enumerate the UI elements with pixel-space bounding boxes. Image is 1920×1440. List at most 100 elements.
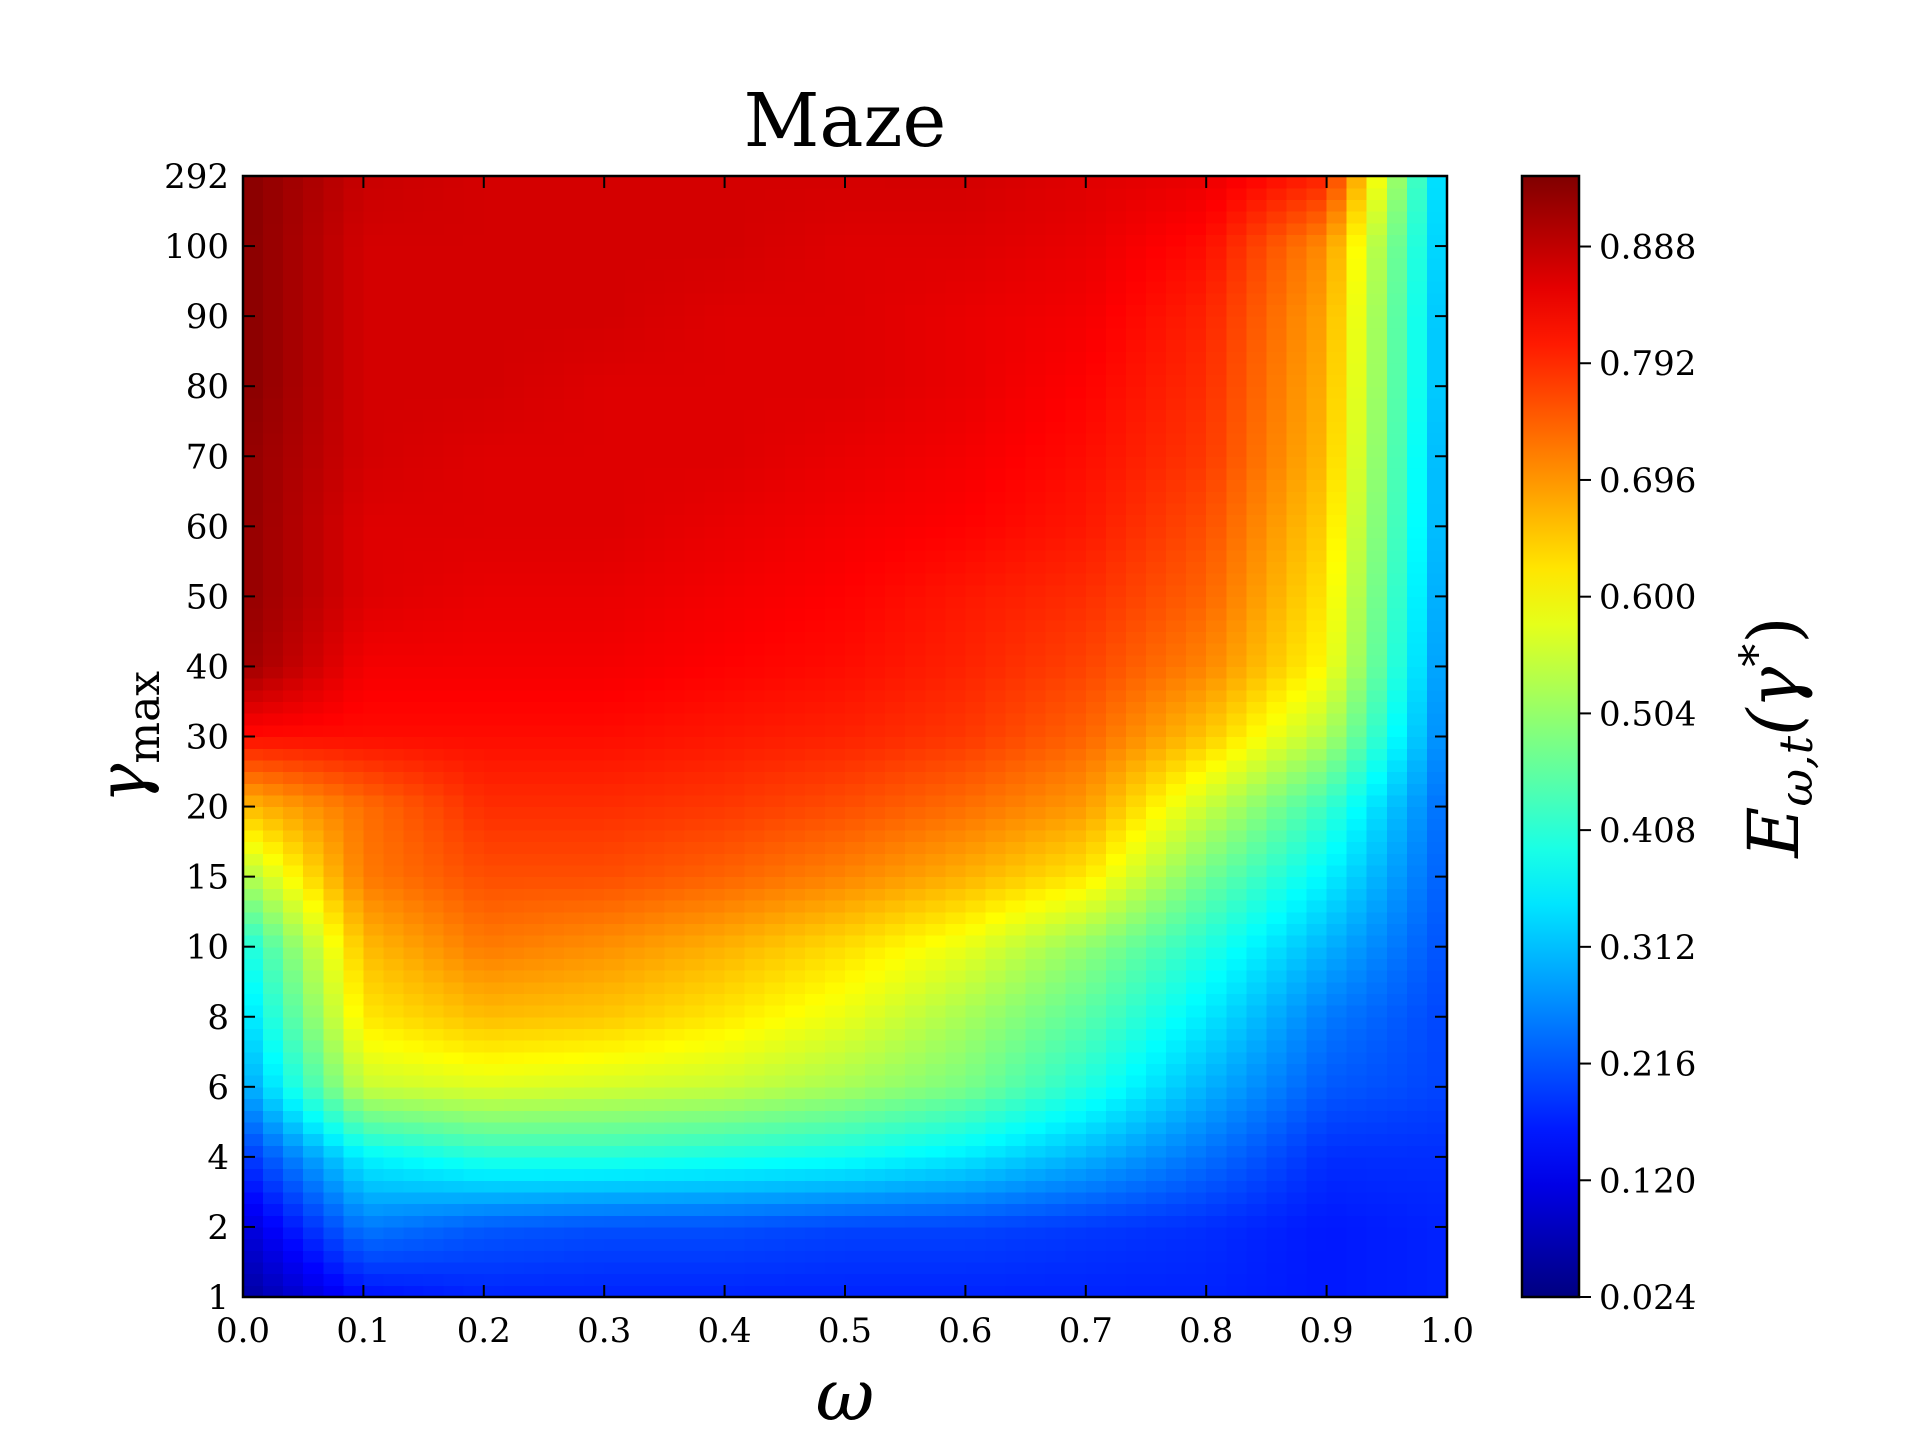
heatmap-cell — [704, 608, 726, 621]
heatmap-cell — [945, 911, 966, 924]
heatmap-cell — [1005, 1063, 1027, 1076]
heatmap-cell — [764, 432, 786, 446]
heatmap-cell — [1005, 888, 1027, 901]
heatmap-cell — [744, 573, 766, 586]
heatmap-cell — [664, 362, 686, 376]
heatmap-cell — [1346, 432, 1368, 446]
heatmap-cell — [1226, 771, 1247, 784]
heatmap-cell — [1386, 1051, 1408, 1065]
heatmap-cell — [804, 970, 826, 983]
heatmap-cell — [624, 327, 645, 341]
heatmap-cell — [1286, 397, 1308, 411]
heatmap-cell — [463, 689, 485, 703]
heatmap-cell — [523, 1040, 545, 1053]
heatmap-cell — [423, 561, 445, 574]
heatmap-cell — [1406, 549, 1428, 562]
heatmap-cell — [744, 432, 766, 446]
heatmap-cell — [1206, 724, 1227, 738]
heatmap-cell — [604, 713, 625, 726]
heatmap-cell — [764, 537, 786, 551]
heatmap-cell — [263, 654, 284, 668]
heatmap-cell — [624, 526, 645, 539]
heatmap-cell — [865, 806, 886, 819]
heatmap-cell — [624, 666, 645, 679]
heatmap-cell — [624, 1016, 645, 1030]
heatmap-cell — [283, 514, 304, 527]
heatmap-cell — [744, 748, 766, 761]
heatmap-cell — [845, 993, 866, 1006]
heatmap-cell — [965, 818, 987, 831]
heatmap-cell — [243, 502, 264, 516]
heatmap-cell — [1045, 1273, 1067, 1286]
heatmap-cell — [644, 1063, 665, 1076]
heatmap-cell — [483, 923, 505, 936]
heatmap-cell — [624, 806, 645, 819]
heatmap-cell — [865, 386, 886, 399]
heatmap-cell — [443, 584, 465, 597]
heatmap-cell — [1386, 421, 1408, 434]
heatmap-cell — [1166, 596, 1187, 609]
heatmap-cell — [824, 1051, 846, 1065]
heatmap-cell — [1125, 1238, 1147, 1251]
heatmap-cell — [1426, 1238, 1448, 1251]
heatmap-cell — [1005, 1133, 1027, 1146]
heatmap-cell — [483, 1121, 505, 1135]
heatmap-cell — [1406, 1075, 1428, 1088]
heatmap-cell — [303, 806, 324, 819]
heatmap-cell — [243, 1285, 264, 1298]
heatmap-cell — [403, 888, 425, 901]
heatmap-cell — [403, 1180, 425, 1193]
heatmap-cell — [1146, 771, 1167, 784]
heatmap-cell — [804, 643, 826, 656]
heatmap-cell — [1306, 444, 1328, 457]
heatmap-cell — [1025, 1273, 1047, 1286]
heatmap-cell — [804, 608, 826, 621]
heatmap-cell — [1206, 619, 1227, 633]
heatmap-cell — [664, 981, 686, 994]
heatmap-cell — [363, 1075, 385, 1088]
heatmap-cell — [764, 608, 786, 621]
heatmap-cell — [1025, 573, 1047, 586]
heatmap-cell — [905, 386, 926, 399]
heatmap-cell — [523, 573, 545, 586]
heatmap-cell — [403, 806, 425, 819]
heatmap-cell — [1266, 1121, 1288, 1135]
heatmap-cell — [1025, 362, 1047, 376]
heatmap-cell — [1065, 713, 1087, 726]
heatmap-cell — [1366, 444, 1388, 457]
heatmap-cell — [905, 864, 926, 878]
heatmap-cell — [644, 386, 665, 399]
heatmap-cell — [343, 1168, 364, 1181]
heatmap-cell — [1266, 748, 1288, 761]
heatmap-cell — [764, 888, 786, 901]
heatmap-cell — [1386, 537, 1408, 551]
heatmap-cell — [965, 432, 987, 446]
heatmap-cell — [243, 467, 264, 481]
heatmap-cell — [363, 876, 385, 889]
heatmap-cell — [1386, 666, 1408, 679]
heatmap-cell — [483, 724, 505, 738]
heatmap-cell — [1326, 864, 1348, 878]
heatmap-cell — [1246, 1261, 1267, 1275]
heatmap-cell — [664, 596, 686, 609]
heatmap-cell — [1346, 946, 1368, 959]
heatmap-cell — [704, 374, 726, 387]
heatmap-cell — [965, 573, 987, 586]
heatmap-cell — [1306, 1016, 1328, 1030]
heatmap-cell — [1246, 935, 1267, 948]
heatmap-cell — [684, 561, 706, 574]
heatmap-cell — [243, 397, 264, 411]
heatmap-cell — [1386, 771, 1408, 784]
heatmap-cell — [263, 1203, 284, 1216]
heatmap-cell — [303, 456, 324, 469]
heatmap-cell — [383, 993, 405, 1006]
heatmap-cell — [1125, 818, 1147, 831]
heatmap-cell — [704, 421, 726, 434]
heatmap-cell — [985, 1250, 1007, 1263]
heatmap-cell — [724, 911, 746, 924]
heatmap-cell — [523, 829, 545, 843]
heatmap-cell — [1286, 1226, 1308, 1240]
heatmap-cell — [845, 1250, 866, 1263]
heatmap-cell — [885, 1121, 906, 1135]
heatmap-cell — [544, 362, 565, 376]
